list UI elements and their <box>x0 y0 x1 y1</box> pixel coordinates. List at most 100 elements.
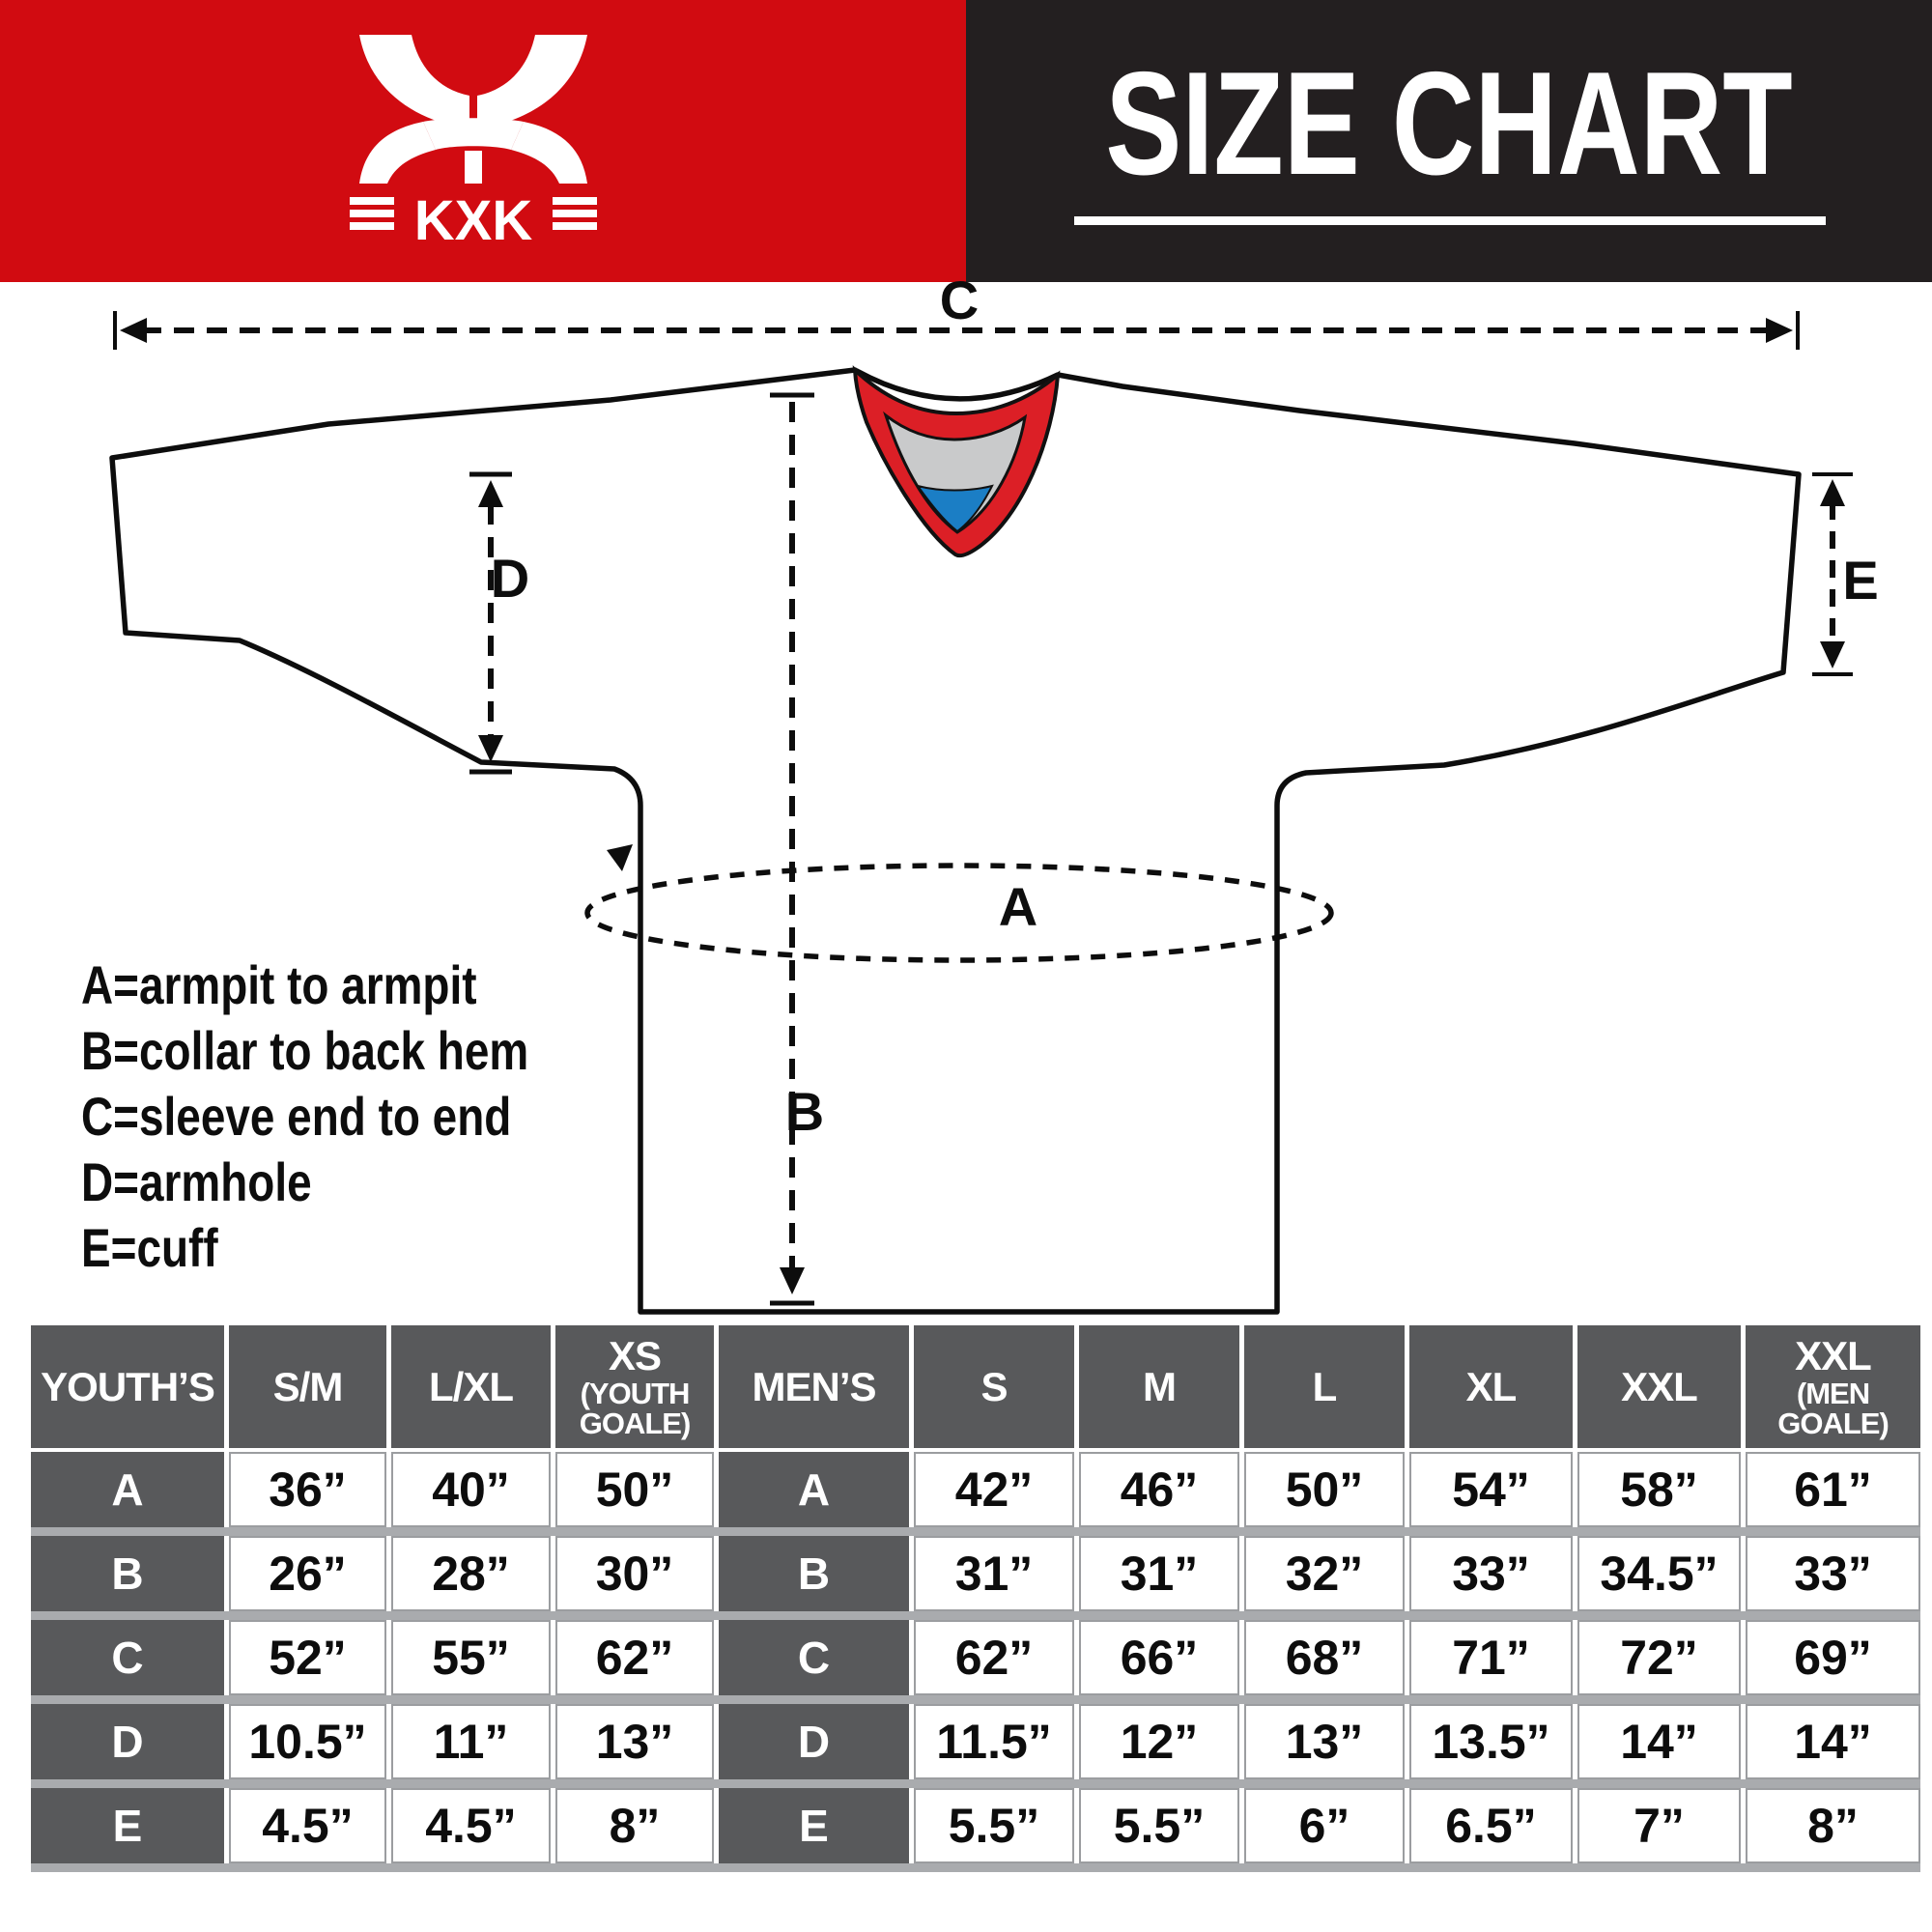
measure-arrow-b <box>770 392 814 1306</box>
table-cell: 31” <box>1079 1536 1239 1611</box>
row-label: E <box>31 1788 224 1863</box>
table-cell: 30” <box>555 1536 714 1611</box>
table-cell: 52” <box>229 1620 386 1695</box>
row-label: B <box>31 1536 224 1611</box>
table-cell: 50” <box>555 1452 714 1527</box>
col-header-s: S <box>914 1325 1074 1448</box>
header-black-panel: SIZE CHART <box>966 0 1932 282</box>
col-header-l: L <box>1244 1325 1405 1448</box>
table-cell: 10.5” <box>229 1704 386 1779</box>
row-separator <box>31 1779 1920 1788</box>
table-cell: 62” <box>555 1620 714 1695</box>
table-cell: 71” <box>1409 1620 1573 1695</box>
table-cell: 61” <box>1746 1452 1920 1527</box>
row-label: A <box>719 1452 909 1527</box>
table-cell: 11” <box>391 1704 551 1779</box>
measurement-legend: A=armpit to armpit B=collar to back hem … <box>81 952 528 1281</box>
row-separator <box>31 1611 1920 1620</box>
measure-label-e: E <box>1842 550 1878 611</box>
table-cell: 13.5” <box>1409 1704 1573 1779</box>
row-label: D <box>719 1704 909 1779</box>
table-cell: 72” <box>1577 1620 1741 1695</box>
col-header-xl: XL <box>1409 1325 1573 1448</box>
table-cell: 8” <box>1746 1788 1920 1863</box>
table-cell: 5.5” <box>914 1788 1074 1863</box>
table-cell: 50” <box>1244 1452 1405 1527</box>
table-cell: 40” <box>391 1452 551 1527</box>
measure-arrow-e <box>1812 472 1853 676</box>
row-label: E <box>719 1788 909 1863</box>
table-cell: 62” <box>914 1620 1074 1695</box>
table-cell: 4.5” <box>391 1788 551 1863</box>
collar-insert-blue <box>915 484 994 533</box>
row-label: D <box>31 1704 224 1779</box>
row-separator <box>31 1527 1920 1536</box>
col-header-xs-youth-goale: XS (YOUTH GOALE) <box>555 1325 714 1448</box>
col-header-mens: MEN’S <box>719 1325 909 1448</box>
kxk-logo-icon: KXK <box>350 35 597 252</box>
table-cell: 46” <box>1079 1452 1239 1527</box>
table-cell: 26” <box>229 1536 386 1611</box>
row-label: A <box>31 1452 224 1527</box>
col-header-youths: YOUTH’S <box>31 1325 224 1448</box>
col-header-sm: S/M <box>229 1325 386 1448</box>
table-cell: 6” <box>1244 1788 1405 1863</box>
table-cell: 13” <box>1244 1704 1405 1779</box>
legend-line-a: A=armpit to armpit <box>81 954 477 1015</box>
table-cell: 32” <box>1244 1536 1405 1611</box>
col-header-m: M <box>1079 1325 1239 1448</box>
legend-line-e: E=cuff <box>81 1217 218 1278</box>
legend-line-b: B=collar to back hem <box>81 1020 529 1081</box>
kxk-logo-text: KXK <box>414 189 533 252</box>
table-cell: 8” <box>555 1788 714 1863</box>
table-cell: 7” <box>1577 1788 1741 1863</box>
row-label: C <box>31 1620 224 1695</box>
legend-line-d: D=armhole <box>81 1151 312 1212</box>
measure-arrow-c <box>113 311 1800 350</box>
measure-label-b: B <box>785 1081 824 1142</box>
table-cell: 36” <box>229 1452 386 1527</box>
table-bottom-bar <box>31 1863 1920 1872</box>
measure-arrow-d <box>469 471 512 775</box>
title-underline <box>1074 216 1826 225</box>
table-cell: 68” <box>1244 1620 1405 1695</box>
col-header-lxl: L/XL <box>391 1325 551 1448</box>
table-cell: 14” <box>1746 1704 1920 1779</box>
table-cell: 14” <box>1577 1704 1741 1779</box>
jersey-outline <box>109 367 1802 1315</box>
table-cell: 11.5” <box>914 1704 1074 1779</box>
row-separator <box>31 1695 1920 1704</box>
table-cell: 34.5” <box>1577 1536 1741 1611</box>
measure-label-d: D <box>491 548 529 609</box>
legend-line-c: C=sleeve end to end <box>81 1086 512 1147</box>
page-title: SIZE CHART <box>1105 42 1793 206</box>
table-cell: 54” <box>1409 1452 1573 1527</box>
table-cell: 31” <box>914 1536 1074 1611</box>
row-label: C <box>719 1620 909 1695</box>
table-cell: 58” <box>1577 1452 1741 1527</box>
table-cell: 28” <box>391 1536 551 1611</box>
collar <box>852 365 1061 558</box>
col-header-xxl-men-goale: XXL (MEN GOALE) <box>1746 1325 1920 1448</box>
table-cell: 5.5” <box>1079 1788 1239 1863</box>
col-header-xxl: XXL <box>1577 1325 1741 1448</box>
table-cell: 13” <box>555 1704 714 1779</box>
table-cell: 55” <box>391 1620 551 1695</box>
measure-ellipse-a <box>584 844 1334 963</box>
table-cell: 66” <box>1079 1620 1239 1695</box>
table-cell: 12” <box>1079 1704 1239 1779</box>
table-cell: 33” <box>1409 1536 1573 1611</box>
measure-label-c: C <box>940 270 979 330</box>
table-cell: 4.5” <box>229 1788 386 1863</box>
row-label: B <box>719 1536 909 1611</box>
table-cell: 42” <box>914 1452 1074 1527</box>
table-cell: 6.5” <box>1409 1788 1573 1863</box>
collar-inner-gray <box>883 411 1028 534</box>
measure-label-a: A <box>999 876 1037 937</box>
table-cell: 33” <box>1746 1536 1920 1611</box>
size-table: YOUTH’S S/M L/XL XS (YOUTH GOALE) MEN’S S… <box>31 1325 1920 1872</box>
header-red-panel: KXK <box>0 0 966 282</box>
table-cell: 69” <box>1746 1620 1920 1695</box>
